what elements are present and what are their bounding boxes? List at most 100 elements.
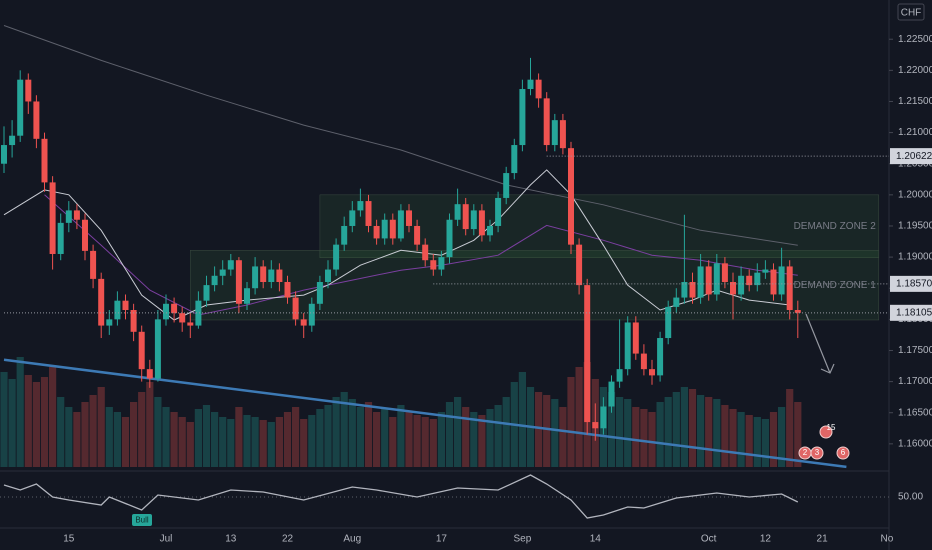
candle-body: [697, 266, 704, 298]
volume-bar: [356, 407, 364, 467]
candle-body: [122, 300, 129, 311]
candle-body: [689, 282, 696, 298]
candle-body: [446, 219, 453, 258]
candle-body: [292, 297, 299, 320]
price-label: 1.18105: [896, 307, 932, 318]
candle-body: [665, 306, 672, 339]
volume-bar: [567, 377, 575, 467]
x-tick-label: 22: [282, 534, 294, 545]
candle-body: [381, 219, 388, 239]
candle-body: [373, 225, 380, 239]
volume-bar: [672, 392, 680, 467]
volume-bar: [283, 412, 292, 467]
candle-body: [179, 313, 186, 323]
volume-bar: [535, 392, 543, 467]
y-tick-label: 1.17500: [898, 345, 932, 356]
volume-bar: [65, 407, 73, 467]
oscillator-tick-label: 50.00: [898, 492, 923, 503]
candle-body: [195, 300, 202, 326]
candle-body: [794, 310, 801, 313]
candle-body: [705, 266, 712, 295]
y-tick-label: 1.22000: [898, 65, 932, 76]
volume-bar: [259, 420, 267, 467]
x-tick-label: 17: [436, 534, 448, 545]
candle-body: [349, 210, 356, 226]
candle-body: [90, 250, 97, 279]
volume-bar: [389, 417, 397, 467]
volume-bar: [421, 417, 429, 467]
candle-body: [527, 79, 534, 90]
forecast-arrow: [805, 313, 835, 374]
oscillator-line: [3, 474, 799, 519]
volume-bar: [761, 419, 769, 467]
price-label: 1.20622: [896, 151, 932, 162]
volume-bar: [162, 407, 170, 467]
candle-body: [406, 210, 412, 226]
candle-body: [430, 260, 437, 270]
candle-body: [268, 269, 275, 282]
volume-bar: [454, 397, 462, 467]
volume-bar: [211, 412, 219, 467]
price-label: 1.18570: [896, 279, 932, 290]
candle-body: [511, 145, 518, 174]
y-tick-label: 1.21500: [898, 96, 932, 107]
candle-body: [49, 182, 56, 254]
bull-label: Bull: [135, 516, 149, 525]
volume-bar: [697, 395, 705, 467]
x-tick-label: Aug: [343, 534, 361, 545]
volume-bar: [235, 407, 243, 467]
candle-body: [397, 210, 404, 239]
candle-body: [73, 210, 80, 220]
volume-bar: [753, 417, 761, 467]
volume-bar: [470, 412, 478, 467]
x-tick-label: Oct: [701, 534, 717, 545]
candle-body: [543, 98, 550, 146]
candle-body: [673, 297, 680, 307]
candle-body: [163, 303, 169, 320]
demand-zone: [319, 194, 880, 258]
candle-body: [146, 369, 153, 379]
candle-body: [57, 222, 64, 254]
volume-bar: [105, 407, 113, 467]
volume-bar: [251, 417, 259, 467]
candle-body: [138, 331, 145, 370]
volume-bar: [49, 367, 57, 467]
volume-bar: [737, 412, 745, 467]
volume-bar: [713, 399, 721, 467]
x-tick-label: Sep: [514, 534, 532, 545]
candle-body: [559, 120, 566, 149]
volume-bar: [680, 387, 688, 467]
candle-body: [770, 269, 777, 295]
volume-bar: [794, 402, 802, 467]
price-label-box: [890, 148, 932, 165]
volume-bar: [778, 407, 786, 467]
volume-bar: [97, 387, 105, 467]
x-tick-label: Jul: [160, 534, 173, 545]
x-tick-label: 12: [760, 534, 772, 545]
candle-body: [365, 201, 372, 226]
candle-body: [470, 210, 477, 230]
volume-bar: [348, 399, 356, 467]
candle-body: [608, 381, 615, 407]
candle-body: [9, 135, 16, 146]
candle-body: [713, 263, 720, 295]
candle-body: [1, 145, 7, 164]
candle-body: [487, 225, 493, 236]
layers: DEMAND ZONE 2 DEMAND ZONE 1 1.22500 1.22000…: [0, 25, 932, 545]
price-label-box: [890, 275, 932, 292]
currency-label: CHF: [901, 8, 922, 19]
volume-bar: [8, 379, 16, 467]
candle-body: [730, 282, 736, 295]
volume-bar: [616, 397, 624, 467]
candle-body: [422, 244, 429, 261]
volume-bar: [73, 412, 81, 467]
trend-line: [3, 358, 847, 469]
price-label-box: [890, 304, 932, 321]
candle-body: [503, 173, 510, 198]
volume-bar: [340, 392, 348, 467]
volume-bar: [186, 422, 194, 467]
demand-zone: [190, 250, 880, 321]
candle-body: [325, 269, 331, 282]
